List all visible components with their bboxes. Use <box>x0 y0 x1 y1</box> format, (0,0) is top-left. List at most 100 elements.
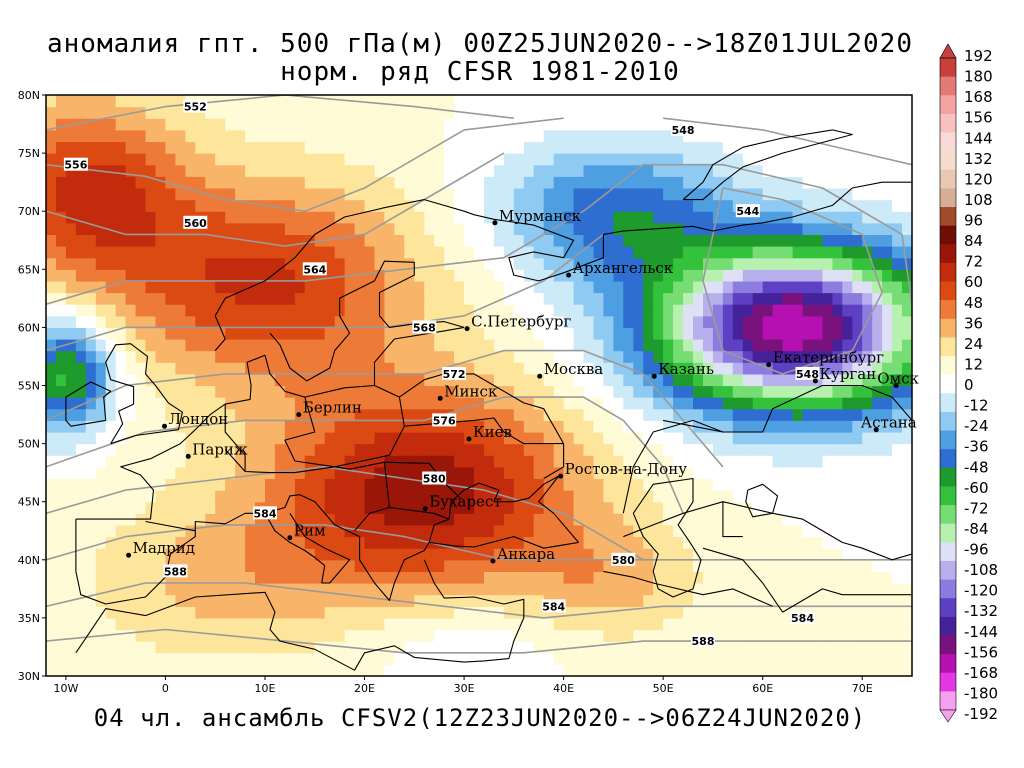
anomaly-cell <box>533 513 545 526</box>
anomaly-cell <box>185 304 196 317</box>
anomaly-cell <box>832 153 843 166</box>
anomaly-cell <box>95 269 107 282</box>
anomaly-cell <box>802 385 814 398</box>
anomaly-cell <box>882 373 893 387</box>
anomaly-cell <box>374 373 386 387</box>
anomaly-cell <box>902 536 912 549</box>
anomaly-cell <box>364 373 376 387</box>
anomaly-cell <box>683 373 694 387</box>
anomaly-cell <box>354 594 366 607</box>
anomaly-cell <box>603 373 614 387</box>
anomaly-cell <box>245 350 256 363</box>
anomaly-cell <box>533 211 545 224</box>
anomaly-cell <box>802 106 814 119</box>
anomaly-cell <box>703 257 714 270</box>
anomaly-cell <box>454 246 465 259</box>
anomaly-cell <box>623 292 634 305</box>
anomaly-cell <box>165 304 176 317</box>
anomaly-cell <box>155 315 167 328</box>
anomaly-cell <box>225 385 236 398</box>
anomaly-cell <box>414 269 425 282</box>
anomaly-cell <box>205 106 216 119</box>
anomaly-cell <box>414 501 425 514</box>
anomaly-cell <box>225 292 236 305</box>
anomaly-cell <box>75 315 87 328</box>
anomaly-cell <box>265 362 276 375</box>
anomaly-cell <box>195 536 206 549</box>
coastline-path <box>269 260 465 382</box>
anomaly-cell <box>65 188 77 201</box>
anomaly-cell <box>46 339 57 352</box>
anomaly-cell <box>444 466 455 479</box>
anomaly-cell <box>503 664 515 676</box>
anomaly-cell <box>185 617 196 631</box>
anomaly-cell <box>56 292 67 305</box>
anomaly-cell <box>145 548 157 561</box>
anomaly-cell <box>344 583 356 596</box>
coastline-path <box>75 494 300 605</box>
anomaly-cell <box>424 583 435 596</box>
anomaly-cell <box>722 118 734 131</box>
anomaly-cell <box>324 501 336 514</box>
anomaly-cell <box>593 559 605 572</box>
svg-text:552: 552 <box>184 101 207 114</box>
anomaly-cell <box>673 513 684 526</box>
anomaly-cell <box>165 141 176 154</box>
anomaly-cell <box>265 176 276 189</box>
anomaly-cell <box>703 211 714 224</box>
anomaly-cell <box>404 432 415 445</box>
anomaly-cell <box>663 339 674 352</box>
anomaly-cell <box>304 188 316 201</box>
anomaly-cell <box>394 362 405 375</box>
anomaly-cell <box>673 641 684 654</box>
anomaly-cell <box>245 490 256 503</box>
anomaly-cell <box>523 629 535 642</box>
anomaly-cell <box>245 257 256 270</box>
anomaly-cell <box>245 513 256 526</box>
anomaly-cell <box>772 118 784 131</box>
anomaly-cell <box>175 257 186 270</box>
anomaly-cell <box>703 385 714 398</box>
anomaly-cell <box>762 478 774 491</box>
anomaly-cell <box>643 304 654 317</box>
anomaly-cell <box>225 455 236 468</box>
anomaly-cell <box>394 559 405 572</box>
anomaly-cell <box>623 606 634 619</box>
anomaly-cell <box>732 397 744 410</box>
anomaly-cell <box>85 176 97 189</box>
anomaly-cell <box>503 432 515 445</box>
anomaly-cell <box>513 664 525 676</box>
anomaly-cell <box>235 513 246 526</box>
anomaly-cell <box>384 490 395 503</box>
anomaly-cell <box>274 141 286 154</box>
anomaly-cell <box>105 408 117 421</box>
anomaly-cell <box>294 420 306 433</box>
anomaly-cell <box>712 292 724 305</box>
anomaly-cell <box>225 339 236 352</box>
anomaly-cell <box>215 304 226 317</box>
anomaly-cell <box>364 490 376 503</box>
anomaly-cell <box>643 641 654 654</box>
anomaly-cell <box>414 536 425 549</box>
anomaly-cell <box>663 583 674 596</box>
anomaly-cell <box>105 292 117 305</box>
anomaly-cell <box>225 583 236 596</box>
anomaly-cell <box>125 199 137 212</box>
anomaly-cell <box>573 280 585 294</box>
anomaly-cell <box>812 513 824 526</box>
anomaly-cell <box>95 246 107 259</box>
anomaly-cell <box>65 176 77 189</box>
anomaly-cell <box>533 304 545 317</box>
anomaly-cell <box>384 141 395 154</box>
anomaly-cell <box>503 188 515 201</box>
anomaly-cell <box>722 490 734 503</box>
anomaly-cell <box>633 95 644 108</box>
anomaly-cell <box>334 269 346 282</box>
anomaly-cell <box>464 339 475 352</box>
anomaly-cell <box>145 188 157 201</box>
anomaly-cell <box>653 95 664 108</box>
anomaly-cell <box>593 501 605 514</box>
contour-label: 560 <box>183 215 208 230</box>
anomaly-cell <box>484 164 495 177</box>
anomaly-cell <box>155 443 167 456</box>
